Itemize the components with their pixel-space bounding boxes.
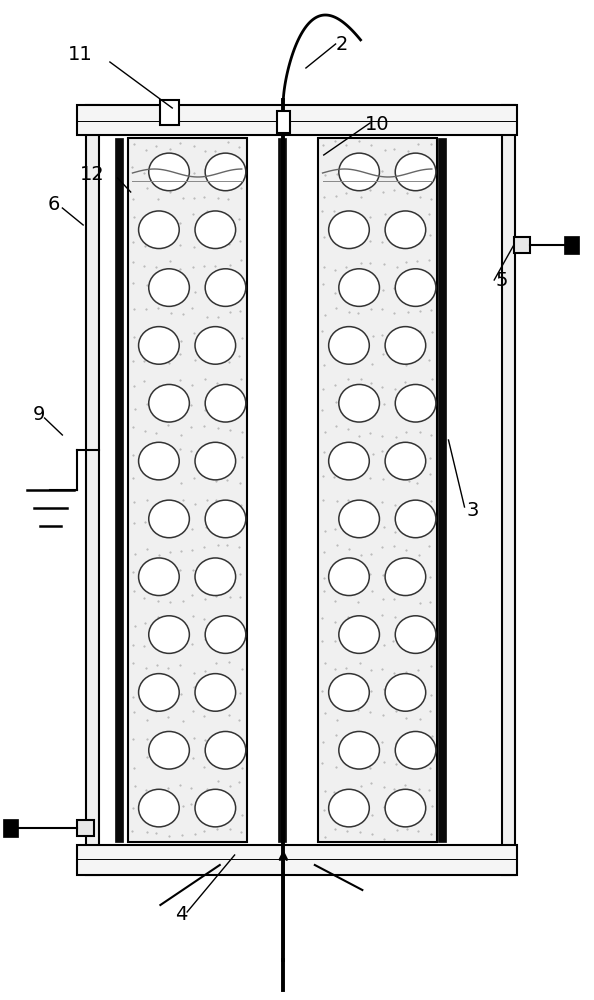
Bar [502, 105, 515, 875]
Text: 3: 3 [466, 500, 478, 520]
Ellipse shape [148, 384, 189, 422]
Ellipse shape [385, 789, 426, 827]
Ellipse shape [385, 442, 426, 480]
Text: 12: 12 [80, 165, 105, 184]
Ellipse shape [339, 153, 380, 191]
Bar [318, 138, 437, 842]
Ellipse shape [339, 269, 380, 306]
Ellipse shape [138, 211, 179, 249]
Ellipse shape [385, 674, 426, 711]
Ellipse shape [205, 153, 246, 191]
Ellipse shape [195, 327, 236, 364]
Ellipse shape [205, 500, 246, 538]
Bar [77, 105, 517, 135]
Text: 6: 6 [48, 196, 59, 215]
Ellipse shape [328, 327, 369, 364]
Ellipse shape [205, 269, 246, 306]
Bar [3, 819, 18, 837]
Text: 10: 10 [365, 115, 390, 134]
Ellipse shape [328, 558, 369, 596]
Ellipse shape [148, 153, 189, 191]
Ellipse shape [385, 211, 426, 249]
Bar [115, 138, 123, 842]
Ellipse shape [328, 442, 369, 480]
Ellipse shape [148, 731, 189, 769]
Ellipse shape [328, 789, 369, 827]
Ellipse shape [195, 442, 236, 480]
Ellipse shape [385, 558, 426, 596]
Ellipse shape [195, 674, 236, 711]
Bar [86, 105, 99, 875]
Ellipse shape [138, 789, 179, 827]
Bar [278, 138, 286, 842]
Ellipse shape [148, 500, 189, 538]
Ellipse shape [339, 731, 380, 769]
Ellipse shape [148, 616, 189, 653]
Bar [160, 100, 179, 125]
Ellipse shape [205, 384, 246, 422]
Bar [514, 237, 530, 253]
Ellipse shape [205, 616, 246, 653]
Ellipse shape [138, 674, 179, 711]
Text: 9: 9 [33, 406, 45, 424]
Ellipse shape [328, 674, 369, 711]
Ellipse shape [395, 384, 436, 422]
Bar [77, 820, 94, 836]
Ellipse shape [395, 731, 436, 769]
Bar [564, 236, 579, 254]
Ellipse shape [195, 558, 236, 596]
Bar [438, 138, 446, 842]
Ellipse shape [205, 731, 246, 769]
Ellipse shape [138, 327, 179, 364]
Bar [128, 138, 247, 842]
Ellipse shape [339, 616, 380, 653]
Bar [77, 845, 517, 875]
Text: 5: 5 [495, 270, 508, 290]
Ellipse shape [339, 500, 380, 538]
Ellipse shape [328, 211, 369, 249]
Bar [277, 111, 290, 133]
Ellipse shape [385, 327, 426, 364]
Ellipse shape [395, 500, 436, 538]
Ellipse shape [148, 269, 189, 306]
Ellipse shape [395, 616, 436, 653]
Ellipse shape [395, 269, 436, 306]
Ellipse shape [138, 442, 179, 480]
Text: 4: 4 [175, 906, 187, 924]
Ellipse shape [339, 384, 380, 422]
Ellipse shape [138, 558, 179, 596]
Ellipse shape [195, 211, 236, 249]
Ellipse shape [395, 153, 436, 191]
Text: 2: 2 [336, 35, 347, 54]
Ellipse shape [195, 789, 236, 827]
Text: 11: 11 [68, 45, 93, 64]
